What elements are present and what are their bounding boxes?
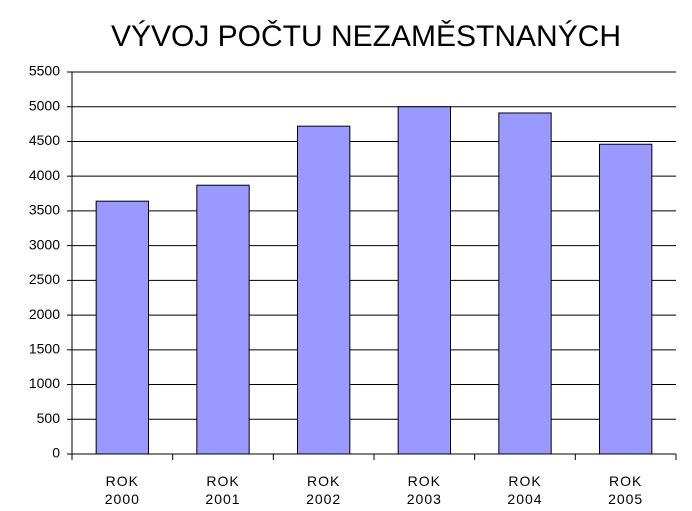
x-tick-label: ROK 2000: [104, 473, 140, 507]
y-tick-label: 4000: [29, 167, 60, 183]
y-tick-label: 1500: [29, 341, 60, 357]
y-tick-label: 2000: [29, 306, 60, 322]
x-tick-label: ROK 2001: [205, 473, 241, 507]
y-tick-label: 2500: [29, 271, 60, 287]
y-tick-label: 1000: [29, 375, 60, 391]
bar: [95, 200, 150, 455]
bar: [196, 184, 250, 455]
y-tick-label: 3000: [29, 236, 60, 252]
bar: [498, 112, 552, 455]
chart-title: VÝVOJ POČTU NEZAMĚSTNANÝCH: [111, 19, 621, 53]
x-tick-label: ROK 2004: [507, 473, 543, 507]
x-tick-label: ROK 2002: [306, 473, 342, 507]
bar: [397, 106, 452, 455]
x-tick-label: ROK 2003: [406, 473, 442, 507]
y-tick-label: 4500: [29, 132, 60, 148]
y-tick-label: 5000: [29, 97, 60, 113]
y-tick-label: 0: [52, 445, 60, 461]
y-tick-label: 5500: [29, 63, 60, 79]
bar: [598, 143, 653, 455]
y-tick-label: 500: [37, 410, 61, 426]
bar: [296, 125, 351, 455]
y-tick-label: 3500: [29, 202, 60, 218]
x-tick-label: ROK 2005: [608, 473, 644, 507]
